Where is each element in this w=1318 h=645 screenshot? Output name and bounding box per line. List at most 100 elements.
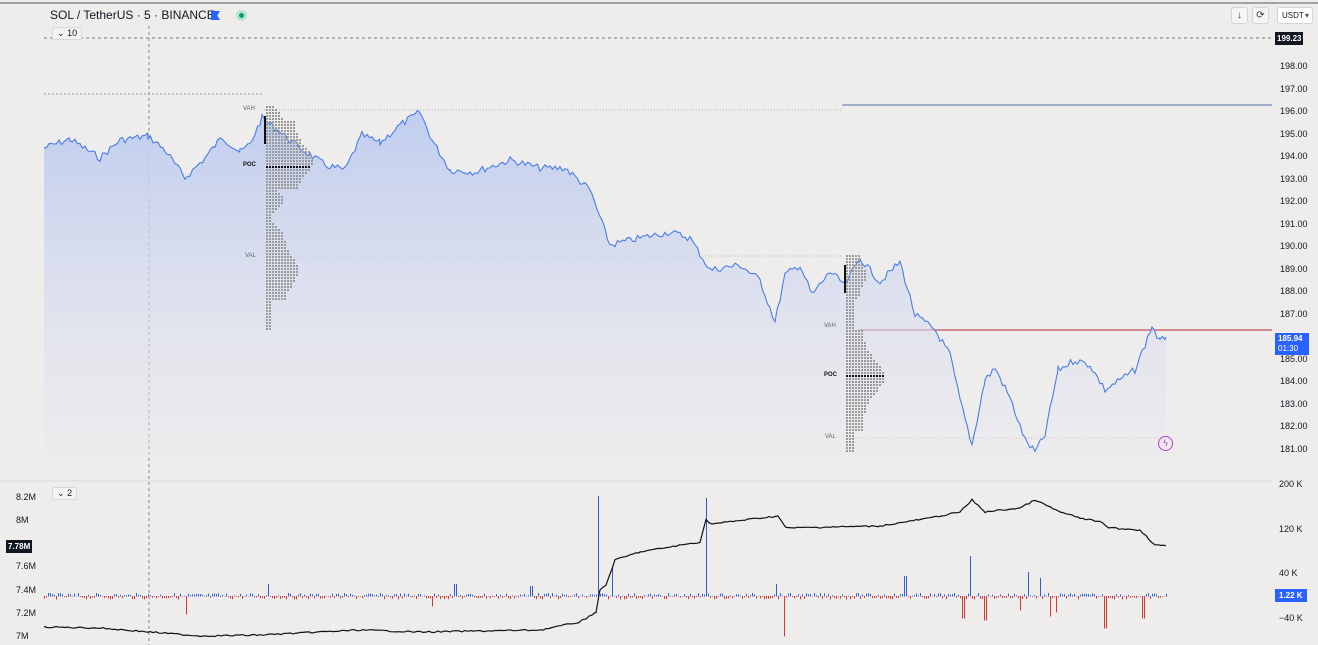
volume-profile-2-cell xyxy=(861,282,863,284)
volume-profile-1-cell xyxy=(287,154,289,156)
volume-profile-2-cell xyxy=(864,357,866,359)
volume-profile-1-cell xyxy=(275,262,277,264)
volume-delta-bar xyxy=(1006,596,1007,598)
volume-delta-bar xyxy=(720,593,721,597)
left-tick-label: 7.4M xyxy=(16,584,37,595)
volume-delta-bar xyxy=(1134,596,1135,598)
volume-delta-bar xyxy=(444,596,445,600)
volume-delta-bar xyxy=(1052,596,1053,599)
price-tick-label: 194.00 xyxy=(1280,151,1308,162)
volume-profile-2-cell xyxy=(852,327,854,329)
volume-delta-bar xyxy=(66,596,67,598)
volume-profile-2-cell xyxy=(846,393,848,395)
volume-delta-bar xyxy=(522,595,523,597)
volume-delta-bar xyxy=(884,594,885,597)
currency-select[interactable]: USDT xyxy=(1277,7,1313,24)
volume-profile-1-cell xyxy=(278,127,280,129)
cumulative-volume-line[interactable] xyxy=(43,498,1167,638)
volume-delta-bar xyxy=(1128,594,1129,597)
lightning-icon[interactable]: ϟ xyxy=(1158,436,1173,451)
volume-profile-2-cell xyxy=(864,408,866,410)
volume-profile-1-cell xyxy=(278,169,280,171)
volume-profile-1-cell xyxy=(302,172,304,174)
indicator-collapse-button[interactable]: ⌄ 10 xyxy=(52,27,83,40)
refresh-icon[interactable]: ⟳ xyxy=(1252,7,1269,24)
volume-delta-bar xyxy=(1044,594,1045,597)
volume-profile-2-cell xyxy=(861,348,863,350)
volume-profile-1-cell xyxy=(278,184,280,186)
volume-profile-1-cell xyxy=(275,184,277,186)
volume-delta-bar xyxy=(860,596,861,600)
volume-profile-2-cell xyxy=(852,309,854,311)
volume-profile-1-cell xyxy=(290,286,292,288)
volume-profile-2-cell xyxy=(867,384,869,386)
volume-profile-1-cell xyxy=(275,274,277,276)
volume-delta-bar xyxy=(74,593,75,597)
volume-profile-1-cell xyxy=(272,262,274,264)
volume-profile-1-cell xyxy=(275,205,277,207)
volume-profile-1-cell xyxy=(272,271,274,273)
volume-profile-2-cell xyxy=(855,366,857,368)
volume-delta-bar xyxy=(810,593,811,597)
volume-profile-1-cell xyxy=(296,136,298,138)
volume-delta-bar xyxy=(266,595,267,597)
flag-icon[interactable] xyxy=(211,11,220,20)
volume-delta-bar xyxy=(326,595,327,597)
volume-profile-1-cell xyxy=(269,109,271,111)
volume-profile-2-cell xyxy=(852,414,854,416)
indicator-pane-collapse-button[interactable]: ⌄ 2 xyxy=(52,487,78,500)
volume-delta-bar xyxy=(700,596,701,598)
volume-profile-1-cell xyxy=(272,145,274,147)
volume-delta-bar xyxy=(968,593,969,597)
volume-profile-2-cell xyxy=(849,285,851,287)
volume-profile-1-cell xyxy=(269,250,271,252)
volume-profile-1-cell xyxy=(278,280,280,282)
volume-delta-bar xyxy=(568,596,569,598)
indicator-pane-count: 2 xyxy=(67,488,73,498)
volume-profile-2-cell xyxy=(846,297,848,299)
volume-delta-bar xyxy=(482,596,483,598)
volume-delta-bar xyxy=(844,596,845,598)
volume-profile-2-cell xyxy=(855,264,857,266)
volume-profile-2-cell xyxy=(855,336,857,338)
volume-profile-2-cell xyxy=(846,300,848,302)
symbol-title[interactable]: SOL / TetherUS · 5 · BINANCE xyxy=(50,8,215,22)
volume-profile-1-cell xyxy=(281,118,283,120)
volume-profile-1-cell xyxy=(308,151,310,153)
volume-delta-bar xyxy=(480,596,481,598)
volume-profile-2-cell xyxy=(861,330,863,332)
price-line[interactable] xyxy=(43,109,1167,453)
volume-profile-1-cell xyxy=(266,220,268,222)
volume-profile-1-cell xyxy=(266,163,268,165)
volume-profile-1-cell xyxy=(305,151,307,153)
volume-delta-bar xyxy=(902,593,903,597)
volume-profile-1-cell xyxy=(281,265,283,267)
volume-profile-1-cell xyxy=(275,109,277,111)
volume-profile-1-cell xyxy=(272,205,274,207)
volume-profile-1-cell xyxy=(290,184,292,186)
volume-delta-bar xyxy=(808,594,809,597)
volume-profile-1-cell xyxy=(287,283,289,285)
volume-profile-1-cell xyxy=(272,229,274,231)
volume-profile-1-cell xyxy=(272,244,274,246)
volume-delta-bar xyxy=(156,596,157,599)
volume-delta-bar xyxy=(1080,594,1081,597)
volume-delta-bar xyxy=(634,593,635,597)
volume-profile-1-cell xyxy=(293,259,295,261)
volume-profile-2-cell xyxy=(855,411,857,413)
volume-profile-1-cell xyxy=(308,160,310,162)
volume-profile-2-cell xyxy=(858,408,860,410)
volume-profile-1-cell xyxy=(272,121,274,123)
volume-profile-2-cell xyxy=(849,294,851,296)
volume-delta-bar xyxy=(244,596,245,597)
volume-profile-1-cell xyxy=(293,274,295,276)
arrow-down-icon[interactable]: ↓ xyxy=(1231,7,1248,24)
volume-delta-bar xyxy=(328,596,329,597)
volume-profile-2-cell xyxy=(873,366,875,368)
volume-profile-2-cell xyxy=(861,384,863,386)
volume-profile-1-cell xyxy=(278,229,280,231)
volume-delta-bar xyxy=(726,596,727,599)
volume-profile-1-cell xyxy=(290,145,292,147)
volume-profile-2-cell xyxy=(867,381,869,383)
